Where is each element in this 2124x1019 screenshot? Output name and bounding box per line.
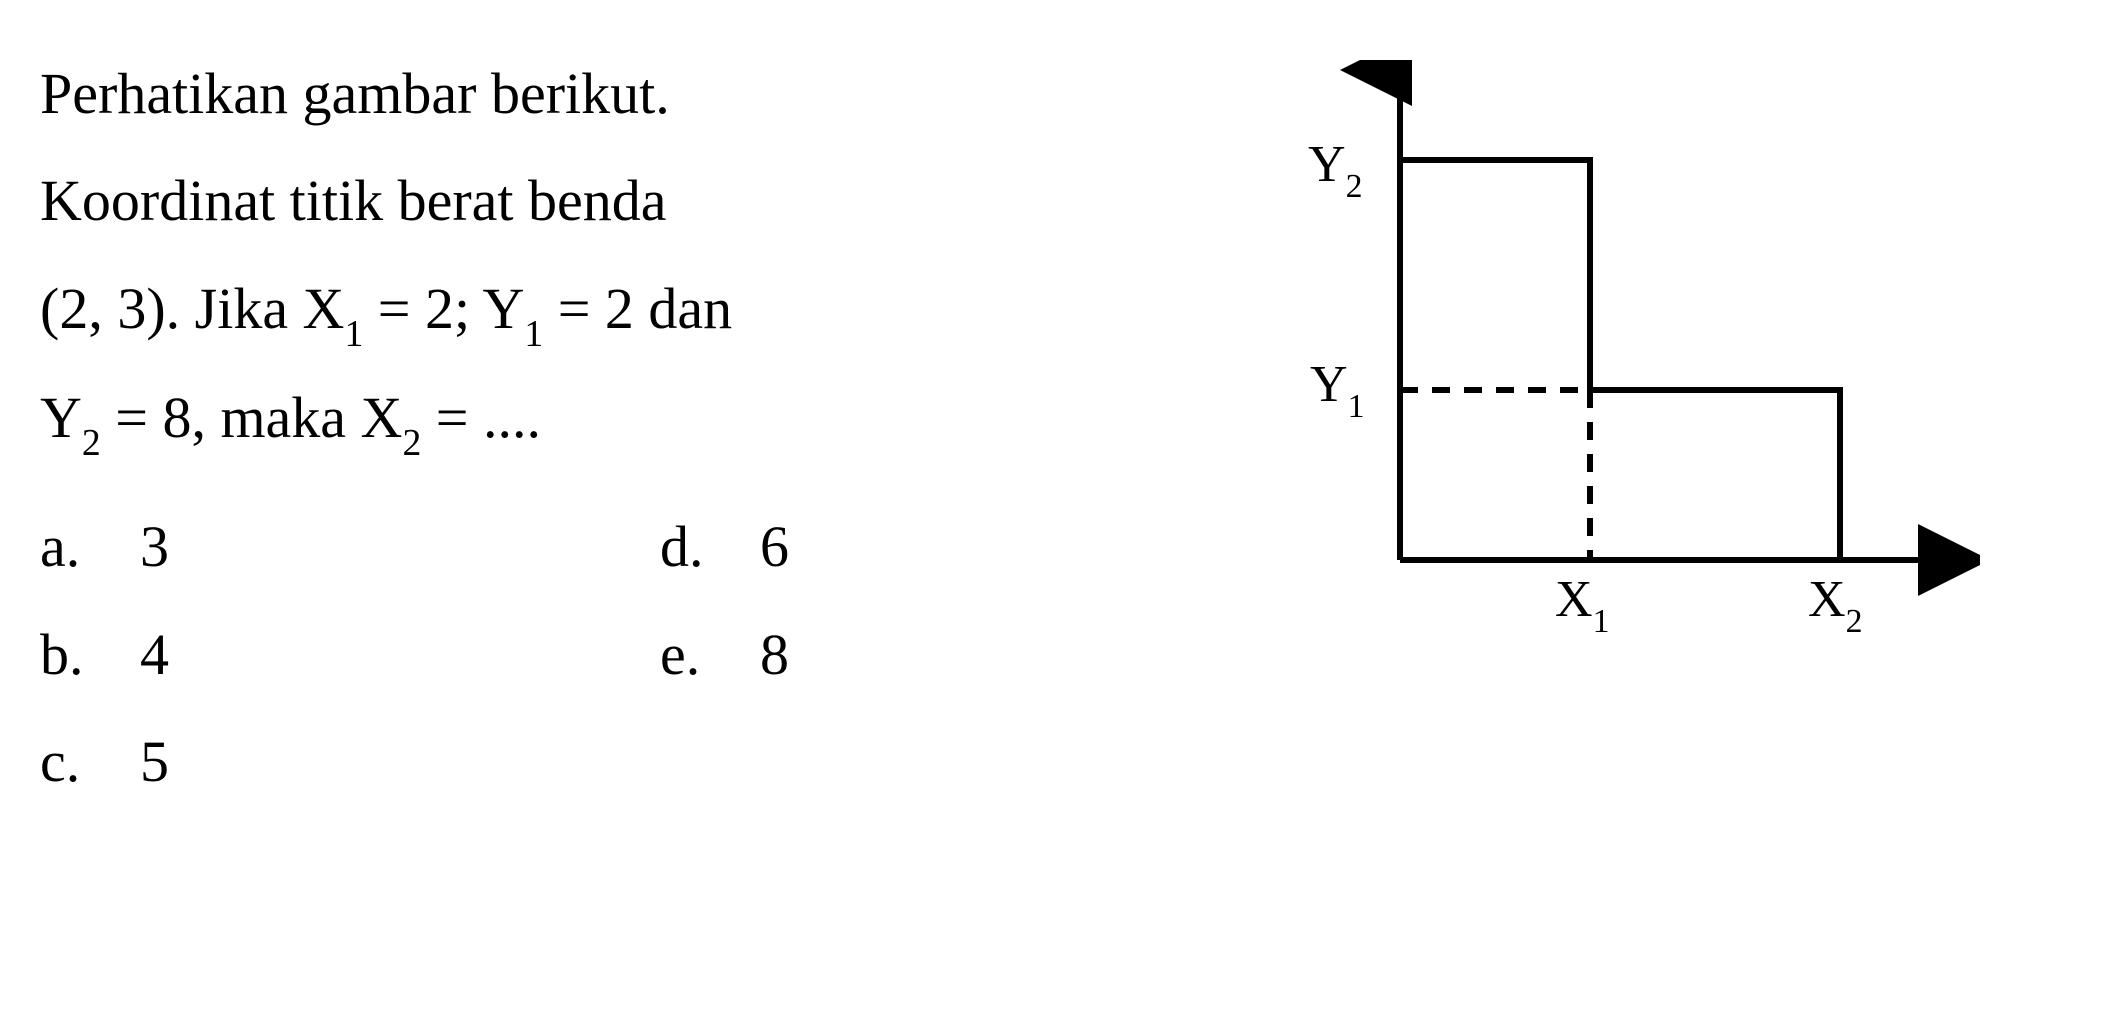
question-text-column: Perhatikan gambar berikut. Koordinat tit… [40,40,1240,979]
answer-e-value: 8 [760,601,789,708]
answer-e-letter: e. [660,601,760,708]
question-line-1: Perhatikan gambar berikut. [40,40,1240,147]
answer-column-left: a. 3 b. 4 c. 5 [40,493,660,815]
label-y1: Y1 [1310,355,1364,421]
question-line-2: Koordinat titik berat benda [40,147,1240,254]
answer-b-letter: b. [40,601,140,708]
answer-e: e. 8 [660,601,789,708]
question-line-3: (2, 3). Jika X1 = 2; Y1 = 2 dan [40,255,1240,364]
answer-a: a. 3 [40,493,660,600]
answer-d: d. 6 [660,493,789,600]
answer-d-letter: d. [660,493,760,600]
answer-column-right: d. 6 e. 8 [660,493,789,815]
answer-c-value: 5 [140,708,169,815]
label-x2: X2 [1808,570,1862,636]
label-y2: Y2 [1308,135,1362,201]
answer-b: b. 4 [40,601,660,708]
diagram-column: Y2 Y1 X1 X2 [1300,40,2000,979]
answer-b-value: 4 [140,601,169,708]
answer-d-value: 6 [760,493,789,600]
answers-container: a. 3 b. 4 c. 5 d. 6 e. 8 [40,493,1240,815]
answer-a-letter: a. [40,493,140,600]
diagram-svg [1300,60,1980,680]
question-line-4: Y2 = 8, maka X2 = .... [40,364,1240,473]
answer-c-letter: c. [40,708,140,815]
label-x1: X1 [1555,570,1609,636]
answer-a-value: 3 [140,493,169,600]
answer-c: c. 5 [40,708,660,815]
